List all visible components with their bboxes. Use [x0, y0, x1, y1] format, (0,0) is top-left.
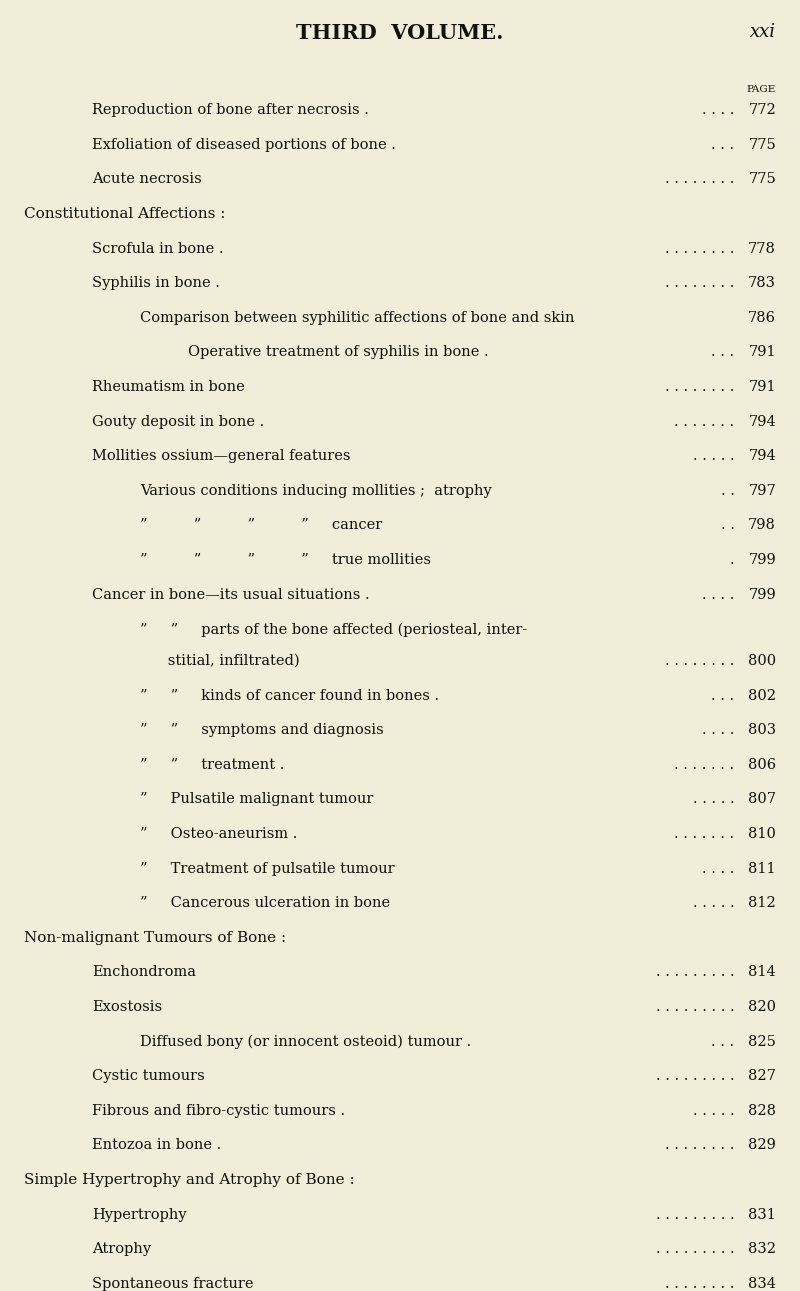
Text: . . . .: . . . . [702, 103, 734, 117]
Text: Fibrous and fibro-cystic tumours .: Fibrous and fibro-cystic tumours . [92, 1104, 345, 1118]
Text: 791: 791 [748, 346, 776, 359]
Text: 799: 799 [748, 553, 776, 567]
Text: . . . . .: . . . . . [693, 449, 734, 463]
Text: . . . . . . . . .: . . . . . . . . . [656, 1069, 734, 1083]
Text: . . . . .: . . . . . [693, 1104, 734, 1118]
Text: Acute necrosis: Acute necrosis [92, 173, 202, 186]
Text: . . .: . . . [711, 688, 734, 702]
Text: xxi: xxi [750, 23, 776, 41]
Text: Exostosis: Exostosis [92, 1001, 162, 1015]
Text: Simple Hypertrophy and Atrophy of Bone :: Simple Hypertrophy and Atrophy of Bone : [24, 1174, 354, 1188]
Text: THIRD  VOLUME.: THIRD VOLUME. [296, 23, 504, 43]
Text: 810: 810 [748, 828, 776, 842]
Text: ”     Treatment of pulsatile tumour: ” Treatment of pulsatile tumour [140, 861, 394, 875]
Text: Syphilis in bone .: Syphilis in bone . [92, 276, 220, 290]
Text: ”     Osteo-aneurism .: ” Osteo-aneurism . [140, 828, 298, 842]
Text: 800: 800 [748, 655, 776, 669]
Text: Non-malignant Tumours of Bone :: Non-malignant Tumours of Bone : [24, 931, 286, 945]
Text: 798: 798 [748, 519, 776, 532]
Text: . . . . . . . . .: . . . . . . . . . [656, 1207, 734, 1221]
Text: 772: 772 [748, 103, 776, 117]
Text: Scrofula in bone .: Scrofula in bone . [92, 241, 223, 256]
Text: Exfoliation of diseased portions of bone .: Exfoliation of diseased portions of bone… [92, 138, 396, 152]
Text: . . . . . . .: . . . . . . . [674, 414, 734, 429]
Text: Cancer in bone—its usual situations .: Cancer in bone—its usual situations . [92, 587, 370, 602]
Text: Entozoa in bone .: Entozoa in bone . [92, 1139, 222, 1153]
Text: . . . . . . . .: . . . . . . . . [665, 380, 734, 394]
Text: Cystic tumours: Cystic tumours [92, 1069, 205, 1083]
Text: . . . .: . . . . [702, 587, 734, 602]
Text: Reproduction of bone after necrosis .: Reproduction of bone after necrosis . [92, 103, 369, 117]
Text: 799: 799 [748, 587, 776, 602]
Text: 820: 820 [748, 1001, 776, 1015]
Text: Enchondroma: Enchondroma [92, 966, 196, 980]
Text: . . . . .: . . . . . [693, 793, 734, 807]
Text: Mollities ossium—general features: Mollities ossium—general features [92, 449, 350, 463]
Text: . . . . . . . . .: . . . . . . . . . [656, 1001, 734, 1015]
Text: PAGE: PAGE [746, 85, 776, 94]
Text: 828: 828 [748, 1104, 776, 1118]
Text: . . . .: . . . . [702, 723, 734, 737]
Text: 786: 786 [748, 311, 776, 325]
Text: ”     Pulsatile malignant tumour: ” Pulsatile malignant tumour [140, 793, 374, 807]
Text: Operative treatment of syphilis in bone .: Operative treatment of syphilis in bone … [188, 346, 489, 359]
Text: . . . .: . . . . [702, 861, 734, 875]
Text: Atrophy: Atrophy [92, 1242, 151, 1256]
Text: 794: 794 [748, 414, 776, 429]
Text: Comparison between syphilitic affections of bone and skin: Comparison between syphilitic affections… [140, 311, 574, 325]
Text: . . . . . . . .: . . . . . . . . [665, 173, 734, 186]
Text: . . .: . . . [711, 346, 734, 359]
Text: .: . [730, 553, 734, 567]
Text: 778: 778 [748, 241, 776, 256]
Text: ”     ”     symptoms and diagnosis: ” ” symptoms and diagnosis [140, 723, 384, 737]
Text: ”     ”     treatment .: ” ” treatment . [140, 758, 284, 772]
Text: . . .: . . . [711, 1034, 734, 1048]
Text: stitial, infiltrated): stitial, infiltrated) [140, 655, 300, 669]
Text: 797: 797 [748, 484, 776, 498]
Text: ”     ”     kinds of cancer found in bones .: ” ” kinds of cancer found in bones . [140, 688, 439, 702]
Text: Constitutional Affections :: Constitutional Affections : [24, 207, 226, 221]
Text: Diffused bony (or innocent osteoid) tumour .: Diffused bony (or innocent osteoid) tumo… [140, 1034, 471, 1050]
Text: 783: 783 [748, 276, 776, 290]
Text: . . . . . . . . .: . . . . . . . . . [656, 1242, 734, 1256]
Text: 832: 832 [748, 1242, 776, 1256]
Text: ”          ”          ”          ”     cancer: ” ” ” ” cancer [140, 519, 382, 532]
Text: 806: 806 [748, 758, 776, 772]
Text: 831: 831 [748, 1207, 776, 1221]
Text: 811: 811 [748, 861, 776, 875]
Text: 814: 814 [748, 966, 776, 980]
Text: Various conditions inducing mollities ;  atrophy: Various conditions inducing mollities ; … [140, 484, 492, 498]
Text: ”     Cancerous ulceration in bone: ” Cancerous ulceration in bone [140, 896, 390, 910]
Text: Rheumatism in bone: Rheumatism in bone [92, 380, 245, 394]
Text: Gouty deposit in bone .: Gouty deposit in bone . [92, 414, 264, 429]
Text: 812: 812 [748, 896, 776, 910]
Text: 829: 829 [748, 1139, 776, 1153]
Text: . . . . . . . . .: . . . . . . . . . [656, 966, 734, 980]
Text: 827: 827 [748, 1069, 776, 1083]
Text: . . . . . . . .: . . . . . . . . [665, 276, 734, 290]
Text: 803: 803 [748, 723, 776, 737]
Text: . . . . . . . .: . . . . . . . . [665, 655, 734, 669]
Text: ”     ”     parts of the bone affected (periosteal, inter-: ” ” parts of the bone affected (perioste… [140, 622, 527, 636]
Text: 775: 775 [748, 173, 776, 186]
Text: 791: 791 [748, 380, 776, 394]
Text: . . . . . . .: . . . . . . . [674, 758, 734, 772]
Text: 825: 825 [748, 1034, 776, 1048]
Text: . . . . . . . .: . . . . . . . . [665, 1139, 734, 1153]
Text: 794: 794 [748, 449, 776, 463]
Text: Hypertrophy: Hypertrophy [92, 1207, 186, 1221]
Text: . . . . . . . .: . . . . . . . . [665, 241, 734, 256]
Text: Spontaneous fracture: Spontaneous fracture [92, 1277, 254, 1291]
Text: . .: . . [721, 519, 734, 532]
Text: . . . . . . . .: . . . . . . . . [665, 1277, 734, 1291]
Text: ”          ”          ”          ”     true mollities: ” ” ” ” true mollities [140, 553, 431, 567]
Text: 775: 775 [748, 138, 776, 152]
Text: 807: 807 [748, 793, 776, 807]
Text: . . . . . . .: . . . . . . . [674, 828, 734, 842]
Text: 834: 834 [748, 1277, 776, 1291]
Text: . . .: . . . [711, 138, 734, 152]
Text: . .: . . [721, 484, 734, 498]
Text: . . . . .: . . . . . [693, 896, 734, 910]
Text: 802: 802 [748, 688, 776, 702]
